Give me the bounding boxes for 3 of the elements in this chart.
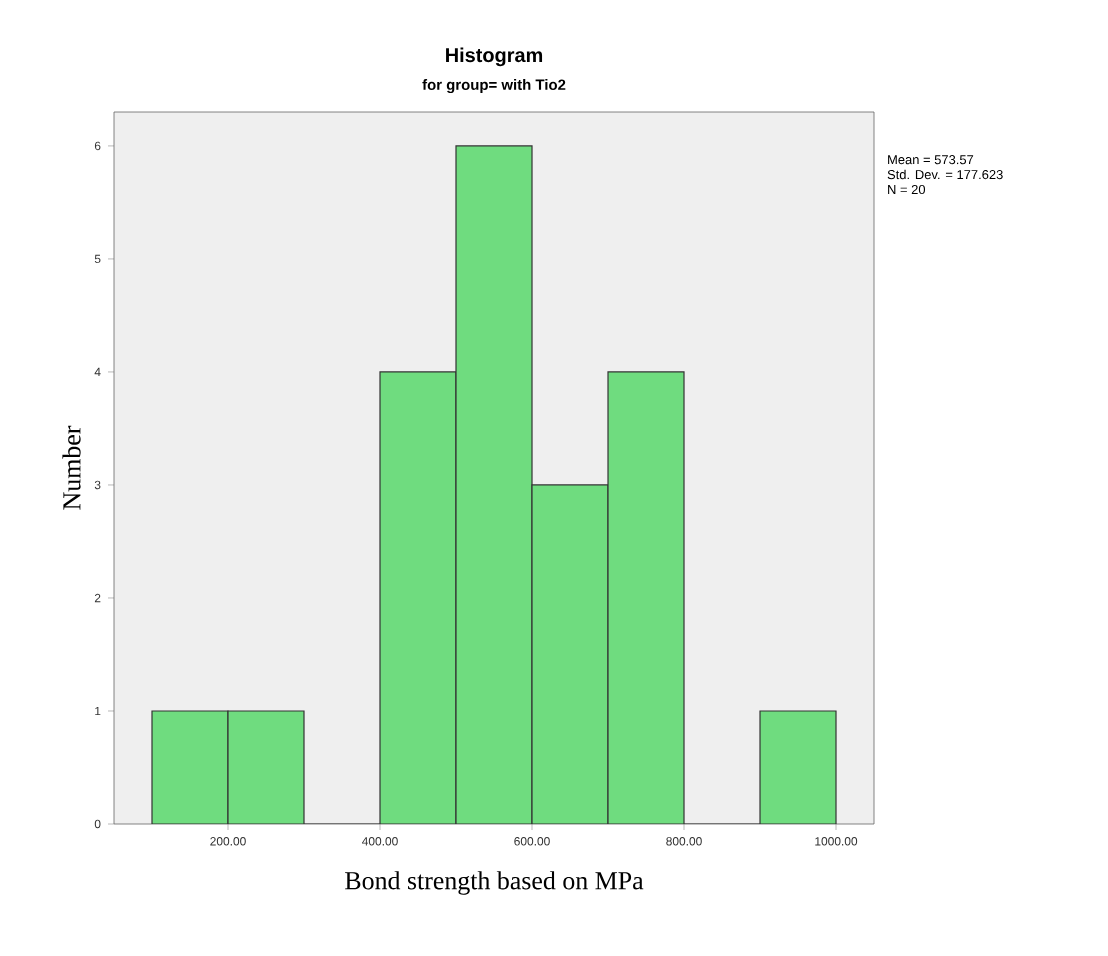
chart-title: Histogram (446, 47, 543, 67)
x-axis-title: Bond strength based on MPa (345, 871, 644, 895)
y-axis-title: Number (62, 425, 81, 510)
